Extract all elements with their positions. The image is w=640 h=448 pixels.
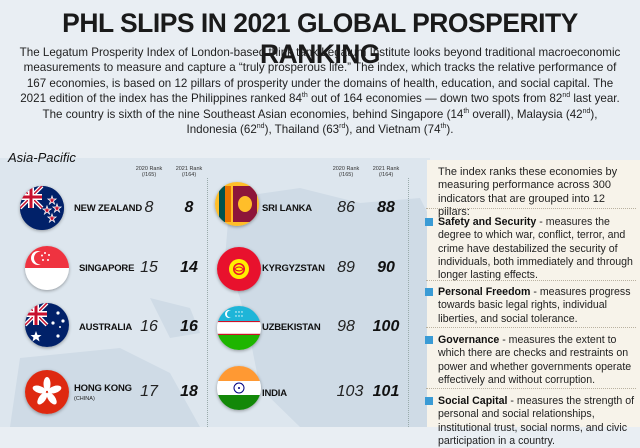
rank-2020-value: 16 <box>140 318 158 335</box>
hong-kong-flag-icon <box>25 370 69 414</box>
pillar-item: Safety and Security - measures the degre… <box>425 216 635 282</box>
kyrgyzstan-flag-icon <box>217 247 261 291</box>
column-divider <box>207 178 208 427</box>
bullet-square-icon <box>425 288 433 296</box>
asia-pacific-map-background <box>0 158 430 427</box>
bullet-square-icon <box>425 397 433 405</box>
rank-2020-value: 8 <box>144 199 154 216</box>
panel-separator <box>426 280 636 281</box>
rank-2021-value: 14 <box>180 259 198 276</box>
rank-2020-value: 103 <box>336 383 364 400</box>
rank-2021-value: 88 <box>377 199 395 216</box>
rank-2020-value: 15 <box>140 259 158 276</box>
sri-lanka-flag-icon <box>215 182 259 226</box>
pillar-item: Social Capital - measures the strength o… <box>425 395 635 448</box>
country-name: UZBEKISTAN <box>262 322 321 333</box>
rank-2021-value: 16 <box>180 318 198 335</box>
column-header-2020: 2020 Rank (/165) <box>332 166 360 178</box>
rank-2021-value: 100 <box>372 318 400 335</box>
bullet-square-icon <box>425 336 433 344</box>
rank-2021-value: 18 <box>180 383 198 400</box>
panel-intro-text: The index ranks these economies by measu… <box>438 166 618 218</box>
panel-separator <box>426 327 636 328</box>
pillar-item: Personal Freedom - measures progress tow… <box>425 286 635 326</box>
column-header-2021: 2021 Rank (/164) <box>372 166 400 178</box>
intro-paragraph: The Legatum Prosperity Index of London-b… <box>19 46 621 137</box>
rank-2020-value: 86 <box>337 199 355 216</box>
singapore-flag-icon <box>25 246 69 290</box>
column-header-2020: 2020 Rank (/165) <box>135 166 163 178</box>
region-label: Asia-Pacific <box>8 150 76 165</box>
uzbekistan-flag-icon <box>217 306 261 350</box>
bullet-square-icon <box>425 218 433 226</box>
new-zealand-flag-icon <box>20 186 64 230</box>
rank-2020-value: 17 <box>140 383 158 400</box>
country-name: INDIA <box>262 388 287 399</box>
country-name: KYRGYZSTAN <box>262 263 325 274</box>
rank-2020-value: 98 <box>337 318 355 335</box>
rank-2021-value: 101 <box>372 383 400 400</box>
rank-2021-value: 90 <box>377 259 395 276</box>
column-divider <box>408 178 409 427</box>
panel-separator <box>426 208 636 209</box>
australia-flag-icon <box>25 303 69 347</box>
country-name: HONG KONG <box>74 383 132 394</box>
pillars-panel <box>427 160 640 427</box>
country-name: AUSTRALIA <box>79 322 133 333</box>
column-header-2021: 2021 Rank (/164) <box>175 166 203 178</box>
country-subtitle: (CHINA) <box>74 396 95 402</box>
panel-separator <box>426 388 636 389</box>
country-name: SINGAPORE <box>79 263 135 274</box>
country-name: NEW ZEALAND <box>74 203 142 214</box>
pillar-item: Governance - measures the extent to whic… <box>425 334 635 387</box>
india-flag-icon <box>217 366 261 410</box>
page-title: PHL SLIPS IN 2021 GLOBAL PROSPERITY RANK… <box>62 8 578 69</box>
country-name: SRI LANKA <box>262 203 312 214</box>
rank-2021-value: 8 <box>184 199 194 216</box>
rank-2020-value: 89 <box>337 259 355 276</box>
